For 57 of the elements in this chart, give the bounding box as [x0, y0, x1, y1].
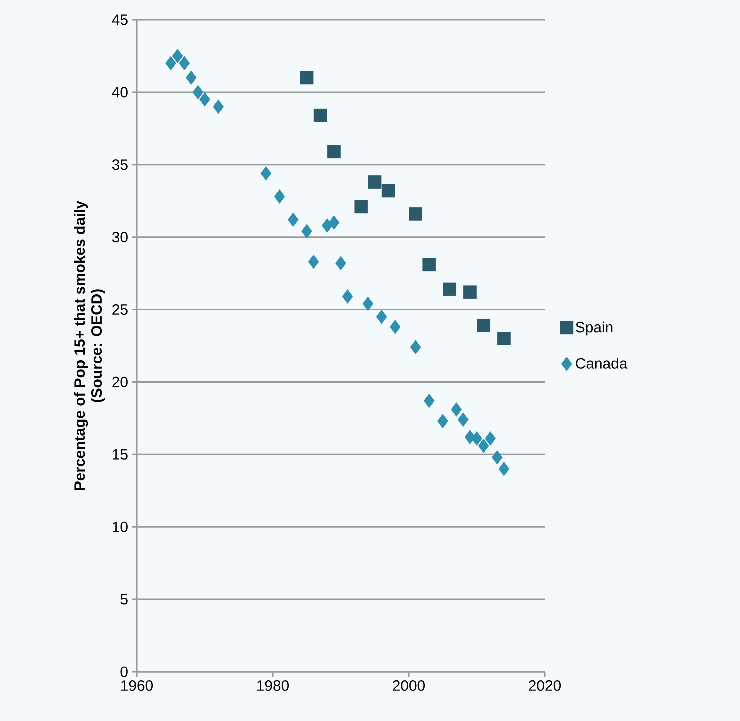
point: [382, 184, 396, 198]
point: [314, 108, 328, 122]
x-tick-label: 2000: [393, 680, 426, 692]
y-tick-label: 40: [112, 87, 128, 98]
point: [166, 56, 176, 71]
y-tick-label: 15: [113, 449, 128, 460]
point: [492, 450, 503, 465]
point: [302, 224, 312, 239]
point: [424, 394, 435, 408]
point: [472, 432, 482, 446]
point: [200, 92, 210, 107]
point: [288, 212, 299, 228]
point: [342, 290, 354, 304]
point: [336, 256, 346, 271]
point: [274, 190, 286, 204]
y-tick-label: 30: [112, 232, 128, 243]
point: [478, 438, 490, 454]
point: [213, 100, 224, 114]
point: [260, 166, 272, 181]
point: [438, 414, 448, 429]
point: [328, 216, 340, 230]
y-axis-title: Percentage of Pop 15+ that smokes daily (Source: OECD): [74, 200, 106, 490]
point: [477, 319, 490, 332]
legend-label: Spain: [576, 322, 613, 336]
point: [179, 56, 190, 71]
point: [390, 320, 401, 334]
point: [328, 145, 341, 159]
legend-label: Canada: [576, 358, 628, 369]
y-tick-label: 5: [120, 594, 128, 605]
point: [422, 258, 436, 272]
point: [464, 286, 477, 300]
point: [300, 71, 314, 85]
y-tick-label: 10: [113, 522, 128, 532]
point: [410, 340, 422, 355]
x-tick-label: 1980: [258, 680, 290, 692]
point: [498, 332, 511, 346]
point: [443, 282, 456, 296]
point: [186, 70, 197, 86]
point: [498, 462, 510, 476]
point: [409, 207, 422, 221]
point: [368, 176, 382, 189]
y-tick-label: 25: [112, 304, 128, 316]
y-tick-label: 20: [112, 376, 128, 388]
point: [485, 432, 496, 446]
x-tick-label: 2020: [529, 680, 562, 692]
x-tick-label: 1960: [122, 680, 154, 692]
point: [308, 254, 320, 270]
point: [192, 85, 204, 100]
y-tick-label: 45: [112, 14, 128, 26]
y-tick-label: 35: [112, 160, 128, 170]
point: [451, 402, 462, 417]
point: [376, 310, 388, 324]
point: [362, 296, 374, 312]
y-tick-label: 0: [120, 666, 128, 678]
point: [458, 412, 469, 428]
point: [172, 49, 184, 64]
point: [354, 200, 368, 214]
